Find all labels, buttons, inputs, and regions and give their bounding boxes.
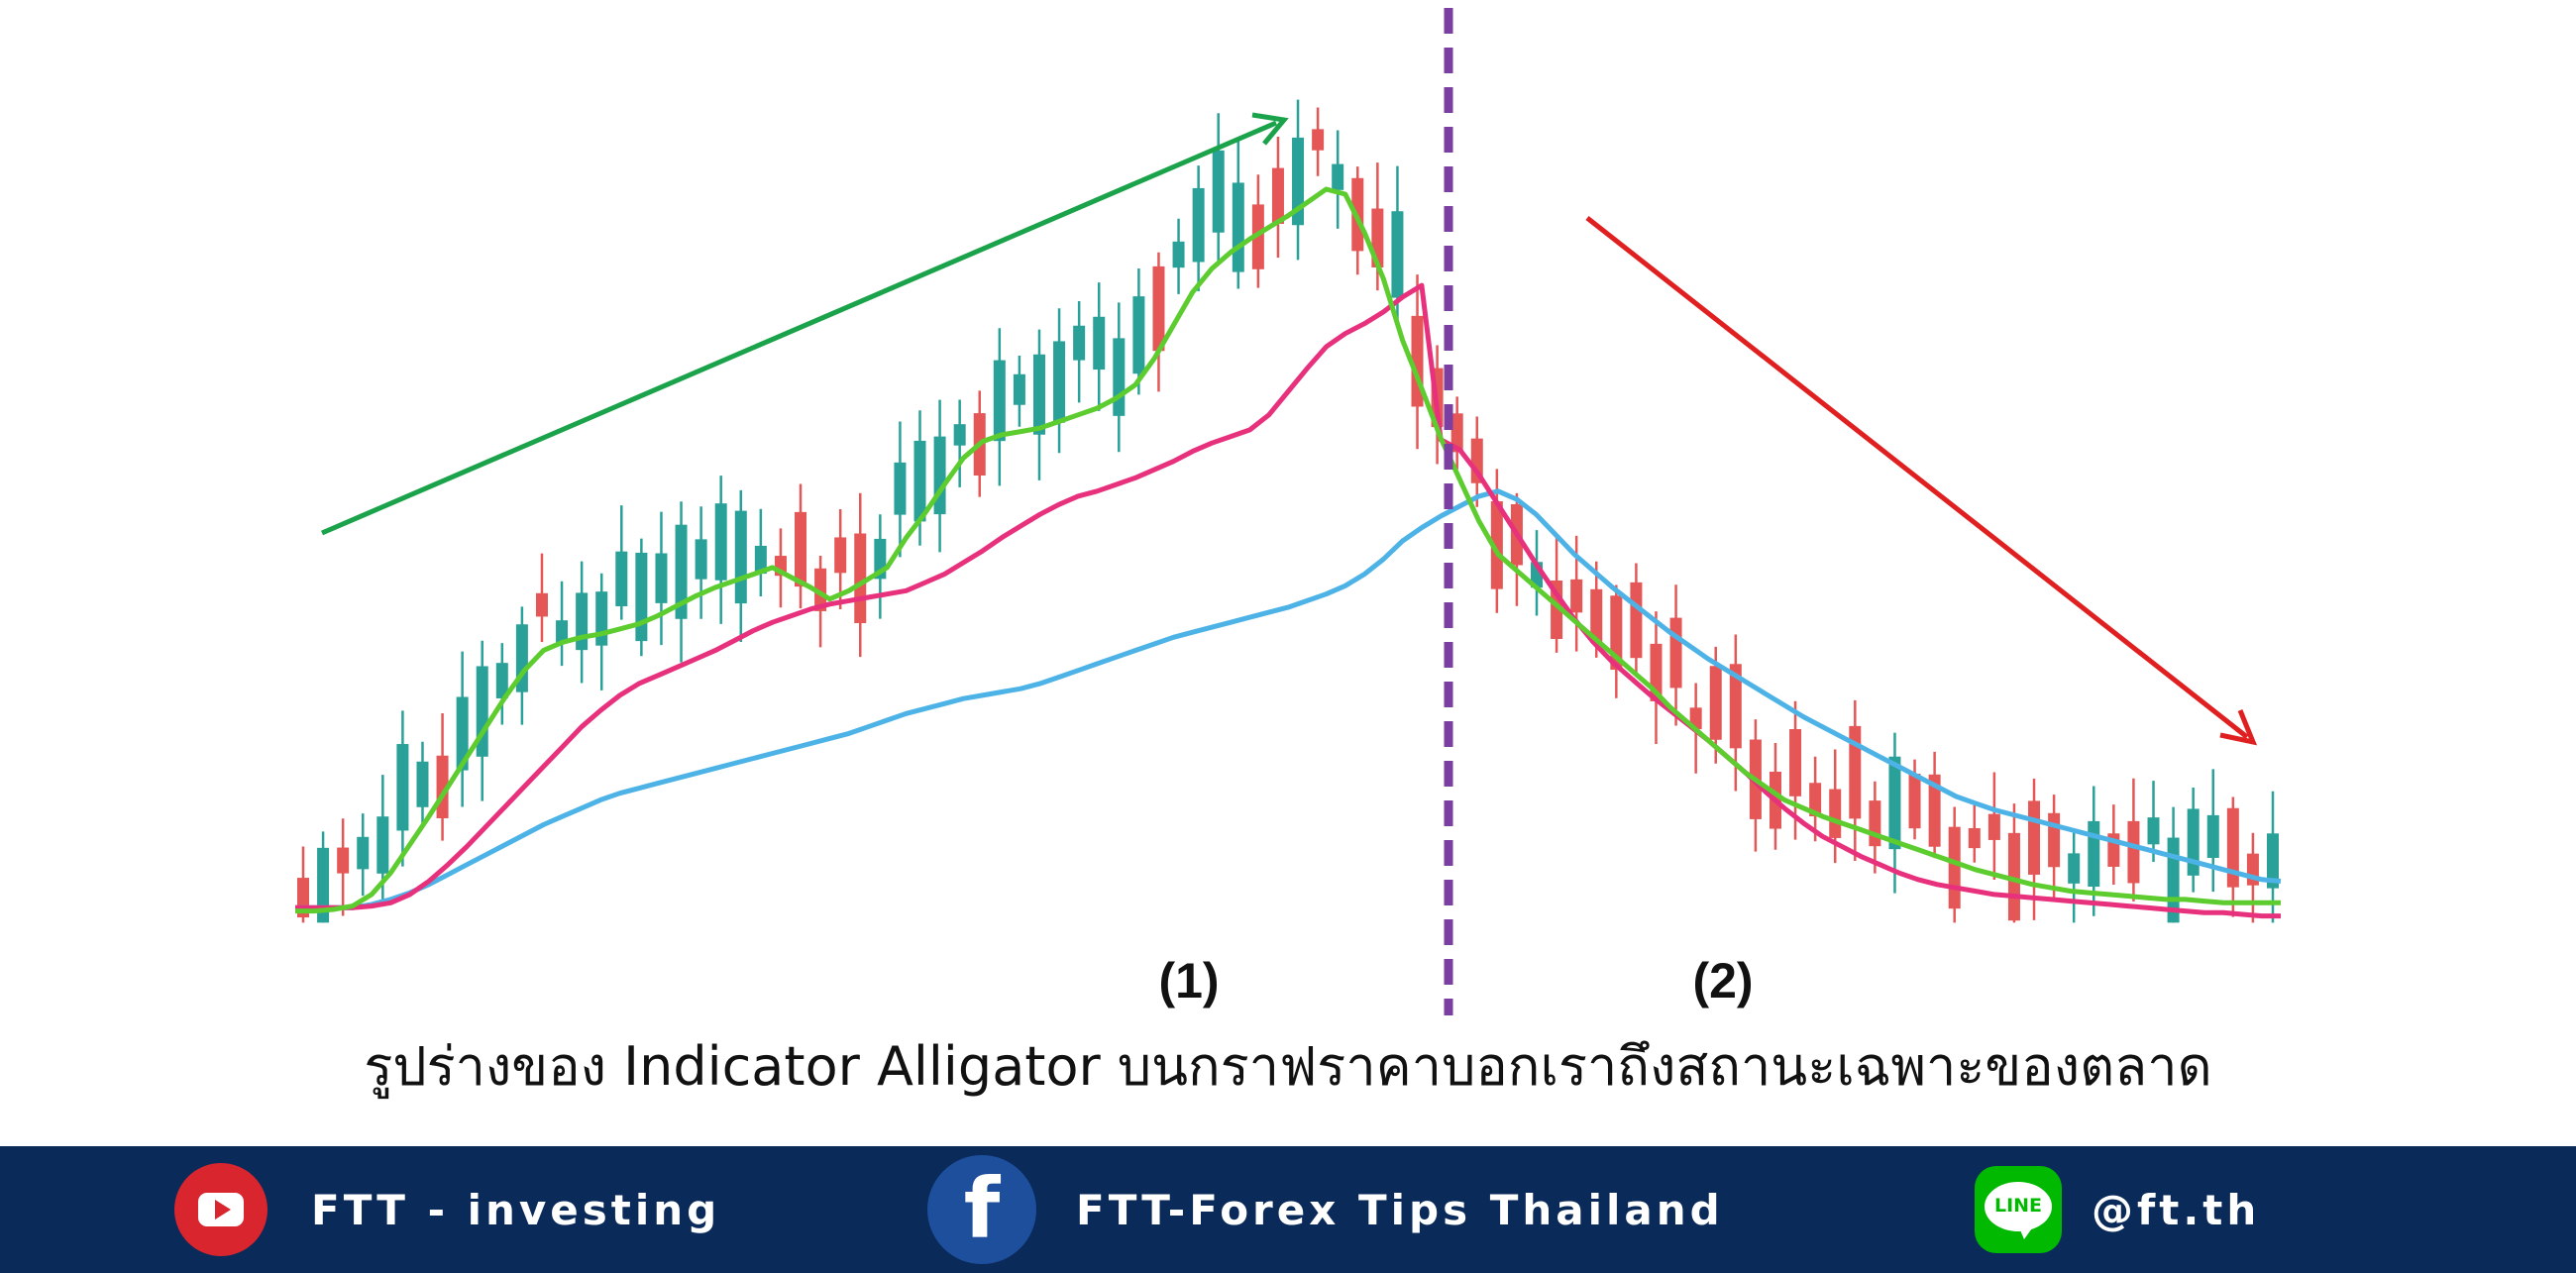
candle-body — [337, 847, 350, 874]
candle-body — [1292, 137, 1305, 226]
chart-caption: รูปร่างของ Indicator Alligator บนกราฟราค… — [364, 1035, 2212, 1098]
candle-body — [1849, 725, 1862, 819]
downtrend-arrow-head — [2219, 709, 2258, 746]
candle-body — [993, 360, 1006, 442]
line-link[interactable]: LINE @ft.th — [1975, 1146, 2260, 1273]
candle-body — [1212, 150, 1225, 233]
candle-body — [1987, 813, 2000, 840]
uptrend-arrow — [321, 120, 1277, 536]
candle-body — [396, 744, 409, 831]
candle-body — [635, 552, 648, 642]
candle-body — [655, 553, 668, 603]
candle-body — [1073, 325, 1086, 361]
candle-body — [2147, 817, 2160, 845]
candle-body — [1172, 241, 1185, 268]
candle-body — [1630, 582, 1643, 659]
candle-body — [2127, 820, 2140, 884]
youtube-icon — [174, 1163, 268, 1256]
candle-body — [1013, 373, 1025, 405]
alligator-lines — [295, 186, 2282, 919]
region-1-label: (1) — [1158, 953, 1219, 1008]
candle-body — [1809, 783, 1822, 817]
candle-body — [1032, 354, 1045, 435]
region-2-label: (2) — [1692, 953, 1753, 1008]
candle-body — [953, 424, 966, 446]
candle-body — [1232, 182, 1244, 272]
candle-body — [1053, 341, 1066, 423]
candle-body — [714, 503, 727, 581]
candle-body — [1709, 666, 1722, 740]
candle-body — [456, 696, 469, 771]
candle-body — [754, 545, 767, 575]
candle-body — [933, 436, 946, 515]
candle-body — [1829, 789, 1842, 838]
candle-body — [595, 591, 608, 646]
footer-bar: FTT - investing f FTT-Forex Tips Thailan… — [0, 1146, 2576, 1273]
candle-body — [1948, 826, 1961, 909]
uptrend-arrow-head — [1251, 112, 1289, 146]
candle-body — [894, 462, 907, 515]
facebook-label: FTT-Forex Tips Thailand — [1076, 1185, 1724, 1234]
alligator-chart: (1) (2) — [295, 8, 2282, 1015]
alligator-lips-line — [295, 186, 2281, 914]
candle-body — [1450, 413, 1463, 453]
candle-body — [1570, 579, 1583, 613]
candle-body — [535, 592, 548, 617]
candle-body — [854, 533, 867, 624]
candles-layer — [297, 99, 2279, 923]
candle-body — [1590, 588, 1603, 644]
candle-body — [1789, 728, 1802, 796]
candle-body — [1729, 664, 1742, 749]
candle-body — [675, 524, 688, 619]
candle-body — [1928, 774, 1941, 847]
candle-body — [1113, 338, 1126, 416]
candle-body — [1888, 756, 1901, 850]
candle-body — [1332, 163, 1344, 190]
candle-body — [416, 761, 429, 807]
candle-body — [2028, 800, 2041, 875]
candle-body — [576, 592, 589, 651]
candle-body — [556, 620, 569, 643]
candle-body — [1093, 316, 1106, 371]
candle-body — [1669, 617, 1682, 689]
candle-body — [1192, 187, 1205, 263]
candle-body — [2226, 807, 2239, 888]
candle-body — [2068, 853, 2081, 884]
candle-body — [814, 568, 827, 611]
candle-body — [376, 816, 389, 874]
candle-body — [495, 663, 508, 698]
candle-body — [1152, 265, 1165, 352]
line-label: @ft.th — [2092, 1185, 2261, 1234]
facebook-link[interactable]: f FTT-Forex Tips Thailand — [927, 1146, 1724, 1273]
candle-body — [734, 510, 747, 604]
candle-body — [2048, 812, 2061, 868]
candle-body — [1132, 296, 1145, 374]
candle-body — [1391, 211, 1404, 298]
facebook-icon: f — [927, 1155, 1036, 1264]
candle-body — [2267, 833, 2279, 889]
candle-body — [795, 511, 807, 587]
candle-body — [1271, 167, 1284, 224]
alligator-teeth-line — [295, 282, 2281, 919]
downtrend-arrow — [1585, 216, 2249, 739]
candle-body — [1312, 129, 1325, 151]
candle-body — [1251, 204, 1264, 269]
candle-body — [2088, 820, 2100, 888]
candle-body — [1490, 501, 1503, 589]
candle-body — [695, 539, 707, 580]
candle-body — [2206, 814, 2219, 858]
line-icon: LINE — [1975, 1166, 2062, 1253]
alligator-jaw-line — [295, 488, 2282, 910]
youtube-label: FTT - investing — [311, 1185, 721, 1234]
candle-body — [834, 537, 847, 574]
candle-body — [357, 836, 370, 870]
candle-body — [1908, 774, 1921, 829]
candle-body — [2187, 808, 2200, 876]
candle-body — [1869, 800, 1881, 847]
youtube-link[interactable]: FTT - investing — [174, 1146, 720, 1273]
candle-body — [615, 551, 628, 607]
candle-body — [317, 847, 330, 923]
candle-body — [913, 440, 926, 522]
candle-body — [1968, 827, 1981, 849]
